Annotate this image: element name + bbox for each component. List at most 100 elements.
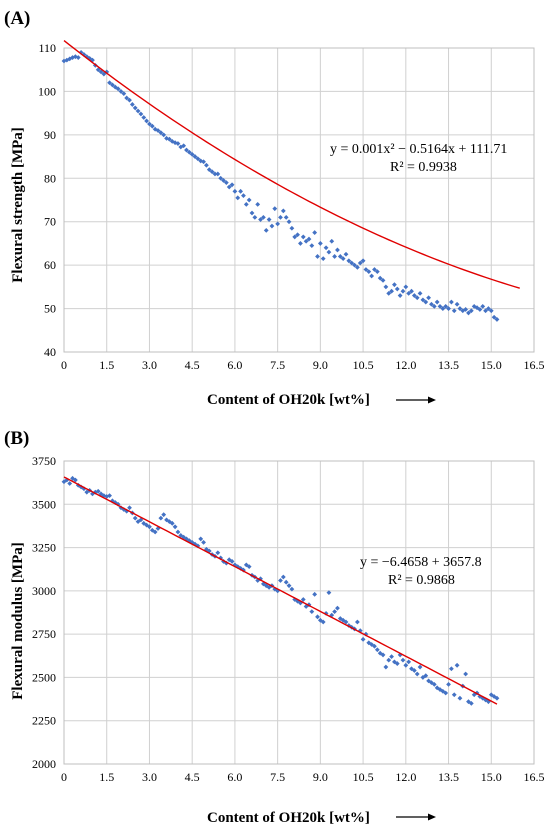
data-point bbox=[129, 102, 135, 107]
data-point bbox=[409, 666, 414, 672]
x-tick-label: 10.5 bbox=[353, 770, 374, 784]
y-ticks-b: 2000 2250 2500 2750 3000 3250 3500 3750 bbox=[32, 454, 56, 771]
x-tick-label: 10.5 bbox=[353, 358, 374, 372]
data-point bbox=[380, 652, 386, 658]
data-point bbox=[440, 306, 446, 311]
data-point bbox=[178, 144, 184, 150]
data-point bbox=[184, 147, 189, 153]
data-point bbox=[448, 299, 454, 305]
data-point bbox=[61, 479, 67, 485]
y-tick-label: 3000 bbox=[32, 584, 56, 598]
x-ticks-a: 0 1.5 3.0 4.5 6.0 7.5 9.0 10.5 12.0 13.5 15.0 16.5 bbox=[61, 358, 545, 372]
trendline-a bbox=[63, 40, 520, 289]
data-point bbox=[67, 481, 73, 486]
data-point bbox=[110, 82, 115, 88]
data-point bbox=[169, 520, 175, 526]
data-point bbox=[335, 247, 340, 253]
data-point bbox=[372, 643, 377, 649]
x-tick-label: 7.5 bbox=[270, 770, 285, 784]
data-point bbox=[466, 310, 471, 316]
data-point bbox=[192, 154, 198, 159]
y-tick-label: 3250 bbox=[32, 541, 56, 555]
data-point bbox=[332, 609, 338, 615]
data-point bbox=[426, 295, 432, 301]
data-point bbox=[186, 538, 192, 544]
data-point bbox=[309, 243, 315, 248]
data-point bbox=[300, 597, 306, 602]
data-point bbox=[275, 221, 281, 227]
x-tick-label: 6.0 bbox=[227, 358, 242, 372]
data-point bbox=[260, 214, 266, 220]
y-axis-title-a: Flexural strength [MPa] bbox=[10, 127, 26, 283]
y-tick-label: 3750 bbox=[32, 454, 56, 468]
data-point bbox=[286, 219, 292, 225]
data-point bbox=[437, 304, 443, 309]
data-point bbox=[243, 201, 249, 207]
data-point bbox=[454, 301, 460, 307]
data-point bbox=[127, 505, 132, 511]
data-point bbox=[226, 557, 232, 563]
data-point bbox=[494, 317, 500, 322]
data-point bbox=[289, 586, 295, 592]
data-point bbox=[380, 277, 386, 283]
data-point bbox=[138, 111, 144, 117]
data-point bbox=[434, 299, 440, 305]
data-point bbox=[451, 308, 457, 314]
y-tick-label: 60 bbox=[44, 258, 56, 272]
data-point bbox=[127, 97, 132, 103]
x-tick-label: 1.5 bbox=[99, 770, 114, 784]
y-tick-label: 2250 bbox=[32, 714, 56, 728]
data-point bbox=[266, 217, 272, 222]
x-tick-label: 3.0 bbox=[142, 770, 157, 784]
plot-frame-b bbox=[63, 460, 535, 765]
data-point bbox=[431, 304, 437, 309]
y-tick-label: 3500 bbox=[32, 497, 56, 511]
data-point bbox=[343, 619, 349, 625]
data-point bbox=[360, 258, 366, 264]
data-point bbox=[340, 256, 346, 262]
data-point bbox=[241, 193, 246, 199]
x-tick-label: 0 bbox=[61, 770, 67, 784]
chart-b: (B) 0 1.5 3.0 4.5 6.0 7.5 9.0 10.5 12.0 13.5 15.0 1… bbox=[4, 428, 545, 826]
data-point bbox=[75, 55, 81, 60]
data-point bbox=[298, 241, 303, 246]
data-point bbox=[104, 69, 110, 75]
data-point bbox=[235, 195, 241, 201]
data-point bbox=[132, 515, 138, 521]
data-point bbox=[354, 619, 360, 625]
data-point bbox=[483, 697, 488, 703]
data-point bbox=[349, 260, 355, 266]
data-point bbox=[363, 631, 369, 637]
data-point bbox=[232, 188, 238, 194]
data-point bbox=[107, 493, 112, 499]
data-point bbox=[403, 662, 409, 668]
data-point bbox=[346, 258, 352, 264]
data-point bbox=[411, 293, 417, 298]
data-point bbox=[286, 583, 292, 589]
data-point bbox=[468, 701, 474, 706]
data-point bbox=[488, 308, 494, 314]
data-point bbox=[147, 121, 152, 127]
data-point bbox=[468, 308, 474, 314]
data-point bbox=[389, 654, 394, 660]
data-points-a bbox=[61, 49, 500, 322]
data-point bbox=[372, 267, 377, 272]
data-point bbox=[263, 228, 269, 233]
data-point bbox=[317, 241, 323, 246]
data-point bbox=[429, 301, 434, 307]
y-tick-label: 80 bbox=[44, 171, 56, 185]
plot-frame-a bbox=[63, 47, 535, 353]
data-point bbox=[329, 612, 335, 618]
y-tick-label: 90 bbox=[44, 128, 56, 142]
data-point bbox=[186, 149, 192, 155]
data-point bbox=[312, 230, 318, 235]
y-tick-label: 100 bbox=[38, 84, 56, 98]
data-point bbox=[238, 188, 244, 194]
data-point bbox=[443, 304, 449, 309]
data-point bbox=[423, 673, 429, 679]
data-point bbox=[215, 550, 221, 556]
data-point bbox=[181, 143, 187, 149]
x-tick-label: 9.0 bbox=[313, 358, 328, 372]
data-point bbox=[363, 267, 369, 272]
data-point bbox=[121, 91, 127, 96]
